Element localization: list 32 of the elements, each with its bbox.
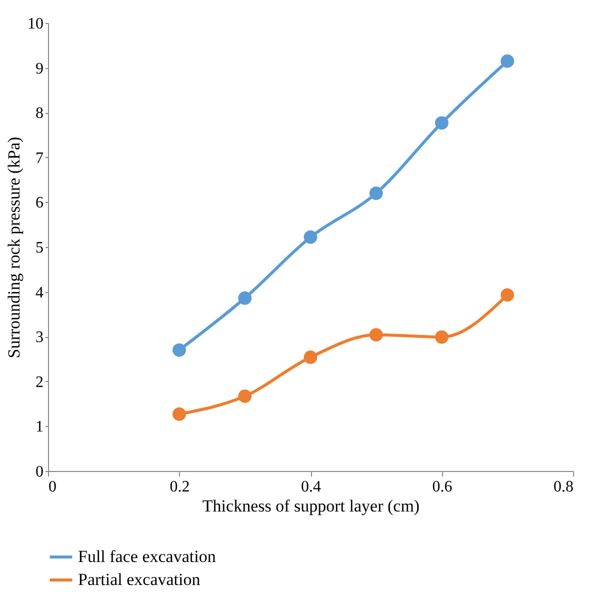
y-tick-label: 2 bbox=[36, 374, 44, 391]
x-axis-title: Thickness of support layer (cm) bbox=[202, 496, 420, 516]
y-tick-label: 7 bbox=[36, 150, 44, 167]
legend-label: Partial excavation bbox=[78, 570, 201, 589]
point bbox=[238, 389, 252, 403]
y-axis-title: Surrounding rock pressure (kPa) bbox=[4, 136, 24, 358]
point bbox=[435, 330, 448, 344]
point bbox=[238, 291, 252, 305]
x-tick-label: 0.6 bbox=[432, 478, 452, 496]
y-tick-label: 3 bbox=[36, 329, 44, 346]
legend-label: Full face excavation bbox=[78, 547, 216, 566]
point bbox=[304, 350, 318, 364]
y-tick-label: 4 bbox=[36, 284, 44, 302]
y-tick-label: 6 bbox=[36, 194, 44, 212]
y-tick-label: 1 bbox=[36, 418, 44, 436]
point bbox=[500, 54, 514, 68]
point bbox=[304, 230, 318, 244]
x-tick-label: 0 bbox=[48, 478, 56, 496]
point bbox=[172, 343, 186, 357]
point bbox=[435, 116, 448, 130]
x-tick-label: 0.2 bbox=[170, 478, 190, 496]
point bbox=[172, 407, 186, 421]
x-tick-label: 0.8 bbox=[554, 478, 574, 496]
y-tick-label: 9 bbox=[36, 60, 44, 78]
y-tick-label: 5 bbox=[36, 240, 44, 256]
y-tick-label: 8 bbox=[36, 105, 44, 122]
point bbox=[500, 288, 514, 302]
y-tick-label: 0 bbox=[36, 464, 44, 480]
y-tick-label: 10 bbox=[28, 16, 44, 32]
x-tick-label: 0.4 bbox=[301, 478, 321, 496]
point bbox=[369, 328, 383, 342]
point bbox=[369, 186, 383, 200]
